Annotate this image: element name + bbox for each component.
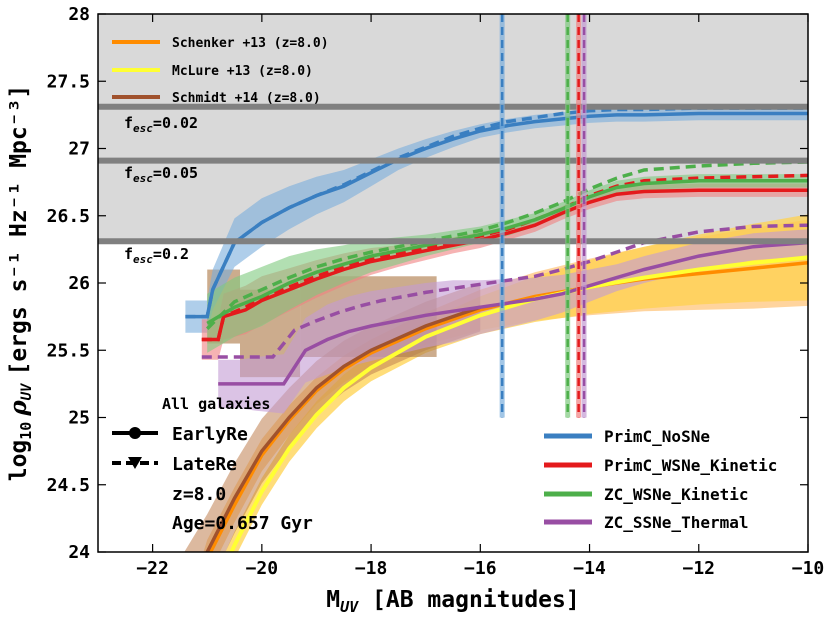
legend-label-mclure: McLure +13 (z=8.0) [172, 64, 313, 79]
legend-early-marker [129, 427, 141, 439]
legend-label-zc-ssne: ZC_SSNe_Thermal [604, 513, 749, 532]
y-axis-label-log-sub: 10 [17, 422, 35, 440]
x-tick-label-3: −16 [464, 558, 497, 579]
x-tick-label-0: −22 [136, 558, 169, 579]
y-tick-label-7: 27.5 [47, 71, 90, 92]
y-axis-label-rho-sub: UV [19, 382, 35, 400]
y-axis-label-units: [ergs s⁻¹ Hz⁻¹ Mpc⁻³] [6, 85, 32, 376]
legend-early-label: EarlyRe [172, 424, 248, 445]
legend-label-zc-wsne: ZC_WSNe_Kinetic [604, 485, 749, 504]
legend-label-primc-wsne: PrimC_WSNe_Kinetic [604, 456, 777, 475]
legend-header: All galaxies [162, 395, 270, 413]
y-tick-label-2: 25 [68, 408, 90, 429]
y-axis-label-log: log [6, 440, 32, 482]
x-tick-label-1: −20 [246, 558, 279, 579]
x-axis-label-units: [AB magnitudes] [358, 587, 580, 613]
y-tick-label-0: 24 [68, 542, 90, 563]
x-tick-label-5: −12 [683, 558, 716, 579]
y-tick-label-6: 27 [68, 139, 90, 160]
y-tick-label-8: 28 [68, 4, 90, 25]
legend-label-schmidt: Schmidt +14 (z=8.0) [172, 91, 321, 106]
x-tick-label-2: −18 [355, 558, 388, 579]
age-label: Age=0.657 Gyr [172, 513, 313, 534]
y-tick-label-1: 24.5 [47, 475, 90, 496]
redshift-label: z=8.0 [172, 484, 226, 505]
x-axis-label-main: M [326, 587, 340, 613]
y-axis-label-rho: ρ [5, 400, 32, 417]
chart: −22 −20 −18 −16 −14 −12 −10 24 24.5 25 25.5 26 26.5 2… [0, 0, 830, 623]
y-tick-label-5: 26.5 [47, 206, 90, 227]
legend-late-label: LateRe [172, 454, 237, 475]
y-tick-label-4: 26 [68, 273, 90, 294]
legend-label-schenker: Schenker +13 (z=8.0) [172, 36, 329, 51]
legend-label-primc-nosne: PrimC_NoSNe [604, 427, 710, 446]
y-tick-label-3: 25.5 [47, 340, 90, 361]
x-axis-label: MUV [AB magnitudes] [326, 587, 579, 616]
x-tick-label-6: −10 [792, 558, 825, 579]
x-tick-label-4: −14 [573, 558, 606, 579]
x-axis-label-sub: UV [340, 598, 359, 616]
y-axis-label: log10 ρUV [ergs s⁻¹ Hz⁻¹ Mpc⁻³] [5, 85, 35, 482]
